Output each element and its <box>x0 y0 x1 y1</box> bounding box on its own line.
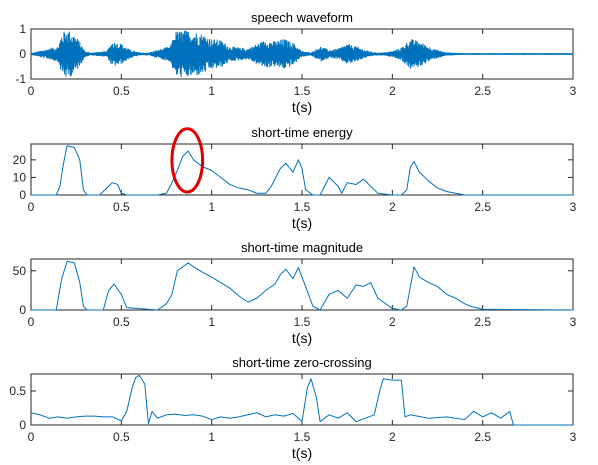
x-axis-label: t(s) <box>292 330 312 346</box>
y-tick-label: 0 <box>19 303 26 317</box>
x-tick-label: 1 <box>208 315 215 329</box>
x-tick-label: 0 <box>28 430 35 444</box>
x-tick-label: 1 <box>208 200 215 214</box>
x-tick-label: 1.5 <box>294 430 311 444</box>
series-line-amplitude-envelope <box>30 30 574 78</box>
y-tick-label: 0.5 <box>9 384 26 398</box>
x-tick-label: 1.5 <box>294 200 311 214</box>
x-tick-label: 2 <box>389 315 396 329</box>
x-tick-label: 0.5 <box>113 200 130 214</box>
y-tick-label: 0 <box>19 47 26 61</box>
y-tick-label: 0 <box>19 188 26 202</box>
x-tick-label: 3 <box>570 84 577 98</box>
x-tick-label: 0.5 <box>113 315 130 329</box>
x-tick-label: 2 <box>389 200 396 214</box>
x-tick-label: 1.5 <box>294 84 311 98</box>
chart-4: short-time zero-crossing 0 0.5 1 1.5 2 2.5 3 0 0.… <box>9 355 576 461</box>
x-axis-label: t(s) <box>292 215 312 231</box>
chart-2: short-time energy 0 0.5 1 1.5 2 2.5 3 0 10 20 t(s) <box>13 125 577 231</box>
chart-title: short-time magnitude <box>241 240 363 255</box>
annotation-circle <box>170 127 205 194</box>
y-tick-label: 1 <box>19 22 26 36</box>
y-tick-label: 20 <box>13 153 27 167</box>
chart-title: short-time zero-crossing <box>232 355 371 370</box>
x-tick-label: 2 <box>389 84 396 98</box>
x-tick-label: 3 <box>570 200 577 214</box>
x-tick-label: 2.5 <box>474 200 491 214</box>
chart-title: short-time energy <box>251 125 353 140</box>
x-tick-label: 1 <box>208 430 215 444</box>
x-tick-label: 1.5 <box>294 315 311 329</box>
x-tick-label: 0 <box>28 84 35 98</box>
series-line-magnitude <box>31 260 574 311</box>
axes-box <box>30 258 574 311</box>
chart-title: speech waveform <box>251 10 353 25</box>
series-line-energy <box>31 145 573 196</box>
x-tick-label: 0.5 <box>113 430 130 444</box>
x-tick-label: 1 <box>208 84 215 98</box>
x-tick-label: 0 <box>28 200 35 214</box>
series-line-zero-crossing-rate <box>30 374 573 426</box>
y-tick-label: -1 <box>15 72 26 86</box>
x-tick-label: 0.5 <box>113 84 130 98</box>
y-tick-label: 0 <box>19 418 26 432</box>
y-tick-label: 50 <box>13 264 27 278</box>
x-axis-label: t(s) <box>292 445 312 461</box>
x-axis-label: t(s) <box>292 99 312 115</box>
x-tick-label: 3 <box>570 430 577 444</box>
x-tick-label: 2 <box>389 430 396 444</box>
x-tick-label: 2.5 <box>474 84 491 98</box>
x-tick-label: 0 <box>28 315 35 329</box>
x-tick-label: 2.5 <box>474 430 491 444</box>
y-tick-label: 10 <box>13 170 27 184</box>
chart-3: short-time magnitude 0 0.5 1 1.5 2 2.5 3 0 50 t(s) <box>13 240 577 346</box>
x-tick-label: 3 <box>570 315 577 329</box>
x-tick-label: 2.5 <box>474 315 491 329</box>
